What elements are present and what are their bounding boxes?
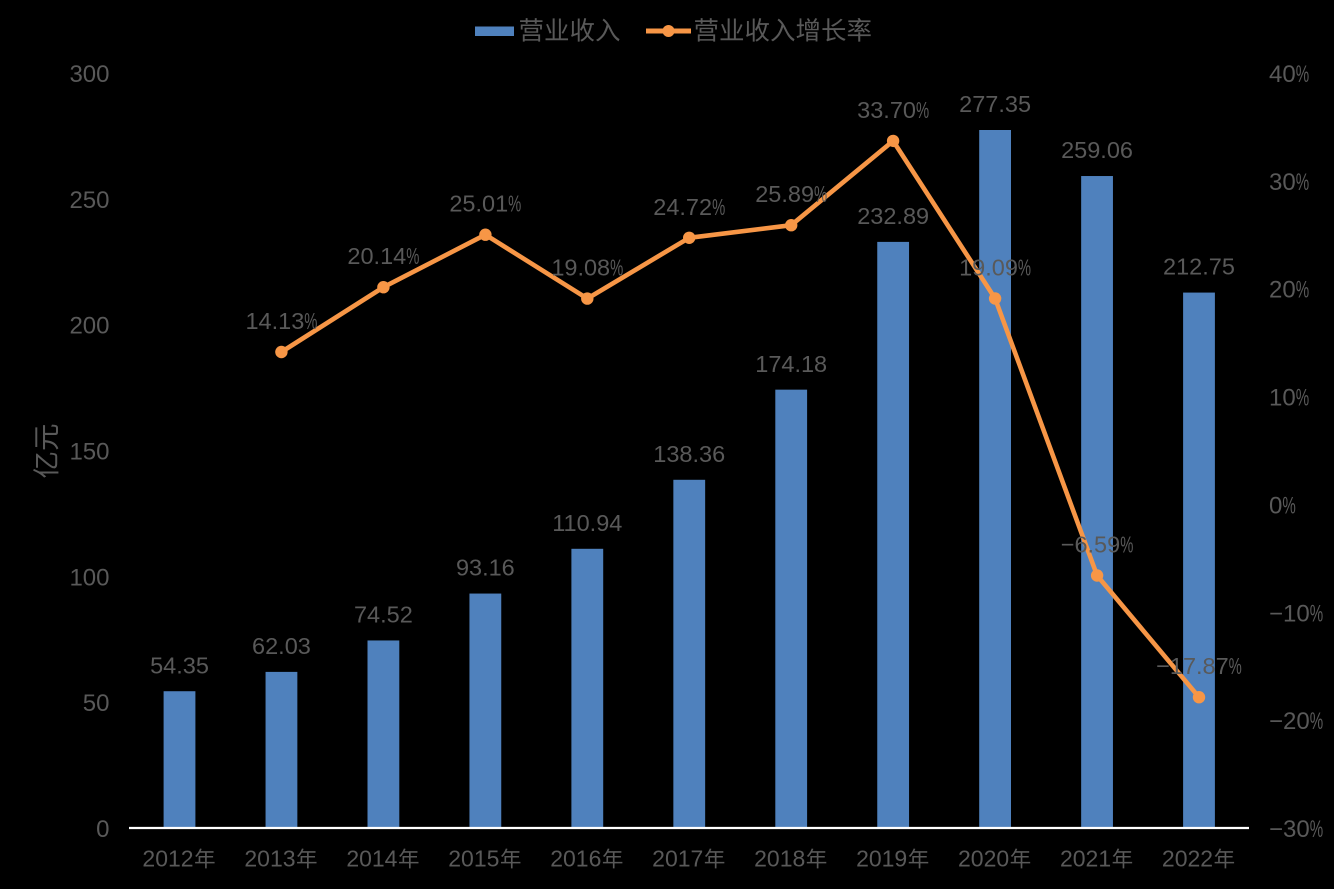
svg-text:0: 0 (96, 816, 109, 843)
svg-text:2012: 2012 (142, 846, 193, 872)
svg-text:300: 300 (69, 61, 109, 88)
svg-text:%: % (1296, 385, 1310, 411)
svg-text:138.36: 138.36 (653, 441, 725, 467)
svg-text:74.52: 74.52 (354, 602, 413, 628)
svg-text:%: % (916, 98, 929, 124)
svg-text:110.94: 110.94 (552, 510, 622, 536)
svg-text:%: % (1229, 654, 1242, 680)
svg-text:277.35: 277.35 (959, 91, 1031, 117)
svg-text:%: % (712, 194, 725, 220)
svg-text:200: 200 (69, 313, 109, 340)
svg-text:150: 150 (69, 439, 109, 466)
svg-text:−17.87: −17.87 (1156, 653, 1229, 679)
svg-text:20.14: 20.14 (347, 243, 406, 269)
svg-text:19.09: 19.09 (959, 255, 1018, 281)
svg-text:250: 250 (69, 187, 109, 214)
svg-text:259.06: 259.06 (1061, 137, 1133, 163)
svg-text:%: % (304, 309, 317, 335)
svg-text:−30: −30 (1269, 816, 1310, 843)
svg-text:2014: 2014 (346, 846, 397, 872)
svg-text:232.89: 232.89 (857, 203, 929, 229)
svg-text:−6.59: −6.59 (1061, 532, 1120, 558)
svg-text:2016: 2016 (550, 846, 601, 872)
svg-text:2017: 2017 (652, 846, 703, 872)
svg-text:2013: 2013 (244, 846, 295, 872)
svg-text:2022: 2022 (1162, 846, 1213, 872)
svg-text:33.70: 33.70 (857, 97, 916, 123)
svg-text:−20: −20 (1269, 708, 1310, 735)
svg-text:%: % (508, 191, 521, 217)
svg-text:54.35: 54.35 (150, 652, 209, 678)
svg-text:19.08: 19.08 (551, 255, 610, 281)
svg-text:%: % (814, 182, 827, 208)
svg-text:%: % (1018, 255, 1031, 281)
svg-text:%: % (1120, 532, 1133, 558)
svg-text:%: % (1282, 493, 1296, 519)
svg-text:%: % (1296, 277, 1310, 303)
svg-text:10: 10 (1269, 385, 1296, 412)
svg-text:2015: 2015 (448, 846, 499, 872)
svg-text:%: % (610, 255, 623, 281)
svg-text:%: % (406, 244, 419, 270)
svg-text:40: 40 (1269, 61, 1296, 88)
svg-text:50: 50 (83, 690, 110, 717)
svg-text:100: 100 (69, 564, 109, 591)
svg-text:93.16: 93.16 (456, 555, 515, 581)
svg-text:30: 30 (1269, 169, 1296, 196)
svg-text:62.03: 62.03 (252, 633, 311, 659)
svg-text:174.18: 174.18 (755, 351, 827, 377)
svg-text:2021: 2021 (1060, 846, 1111, 872)
svg-text:2019: 2019 (856, 846, 907, 872)
svg-text:25.89: 25.89 (755, 181, 814, 207)
svg-text:212.75: 212.75 (1163, 254, 1235, 280)
svg-text:%: % (1296, 170, 1310, 196)
svg-text:2020: 2020 (958, 846, 1009, 872)
svg-text:%: % (1310, 601, 1324, 627)
svg-text:25.01: 25.01 (449, 191, 508, 217)
svg-text:20: 20 (1269, 277, 1296, 304)
svg-text:2018: 2018 (754, 846, 805, 872)
svg-text:%: % (1310, 709, 1324, 735)
svg-text:0: 0 (1269, 492, 1282, 519)
svg-text:14.13: 14.13 (245, 308, 304, 334)
svg-text:24.72: 24.72 (653, 194, 712, 220)
svg-text:%: % (1310, 817, 1324, 843)
svg-text:%: % (1296, 62, 1310, 88)
svg-text:−10: −10 (1269, 600, 1310, 627)
